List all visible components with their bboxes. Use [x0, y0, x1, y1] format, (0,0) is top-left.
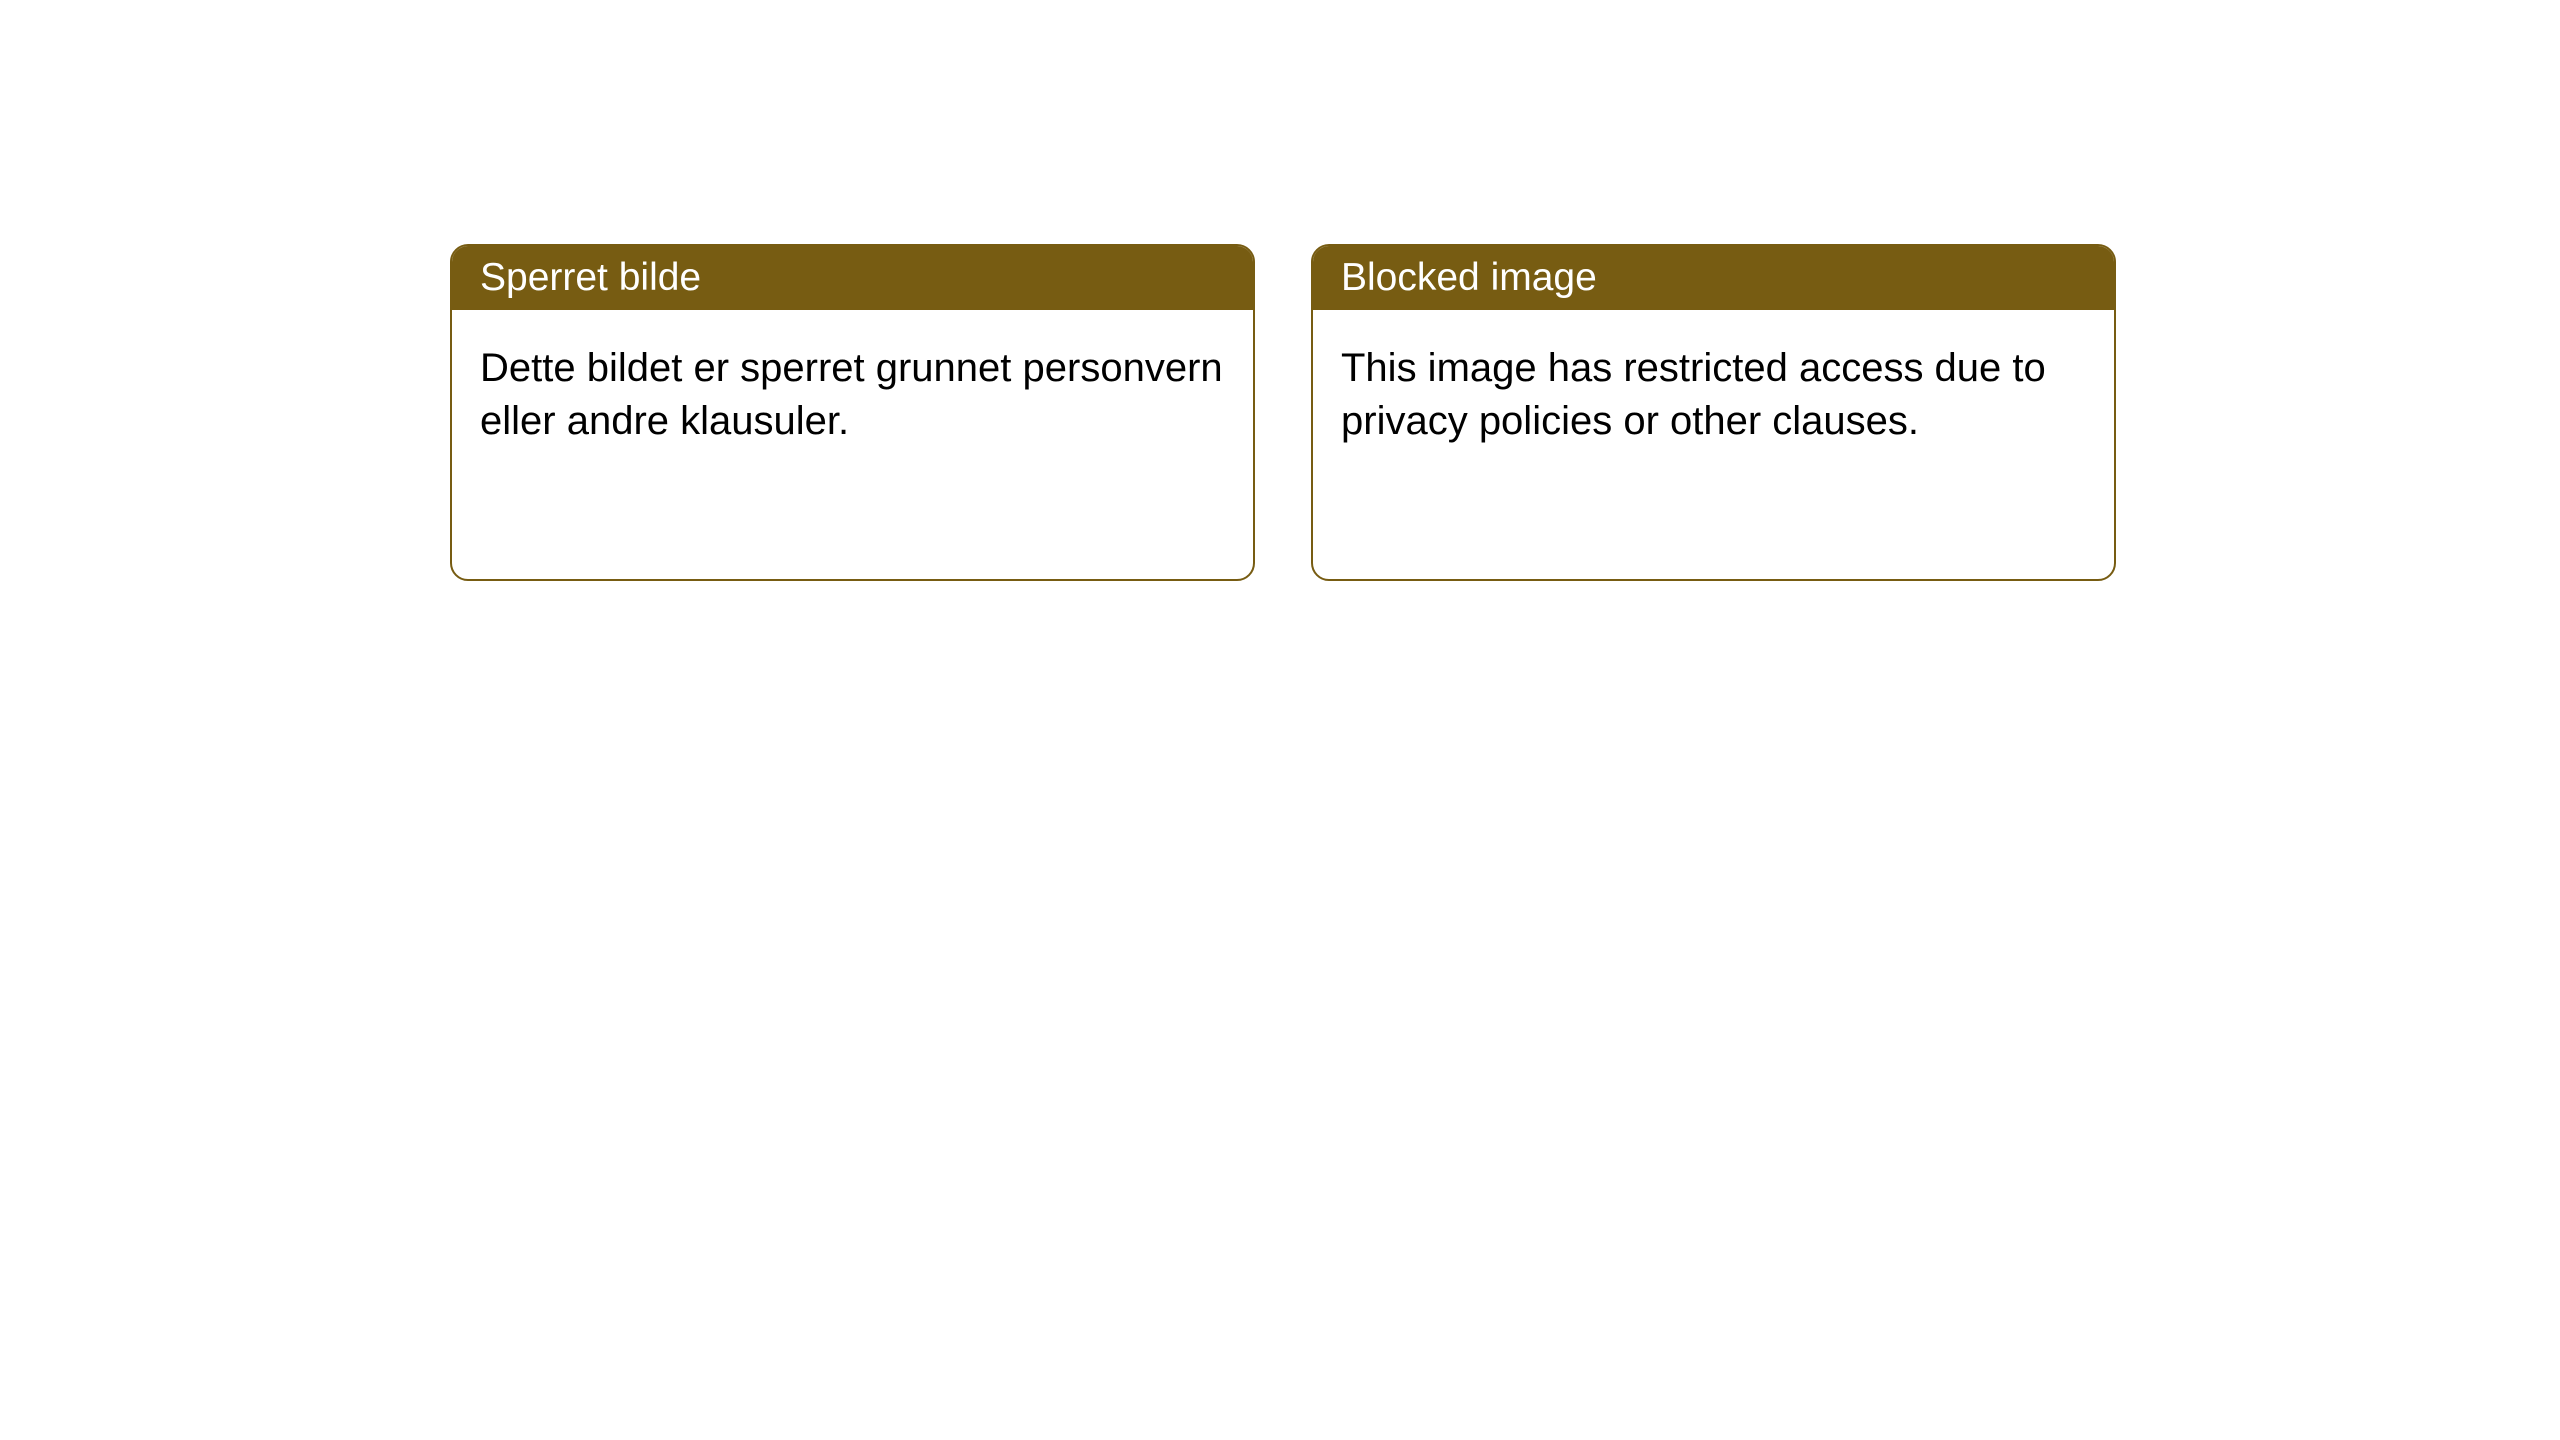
notice-container: Sperret bilde Dette bildet er sperret gr…: [0, 0, 2560, 581]
notice-card-norwegian: Sperret bilde Dette bildet er sperret gr…: [450, 244, 1255, 581]
notice-body: Dette bildet er sperret grunnet personve…: [452, 310, 1253, 480]
notice-card-english: Blocked image This image has restricted …: [1311, 244, 2116, 581]
notice-header: Sperret bilde: [452, 246, 1253, 310]
notice-header: Blocked image: [1313, 246, 2114, 310]
notice-body: This image has restricted access due to …: [1313, 310, 2114, 480]
